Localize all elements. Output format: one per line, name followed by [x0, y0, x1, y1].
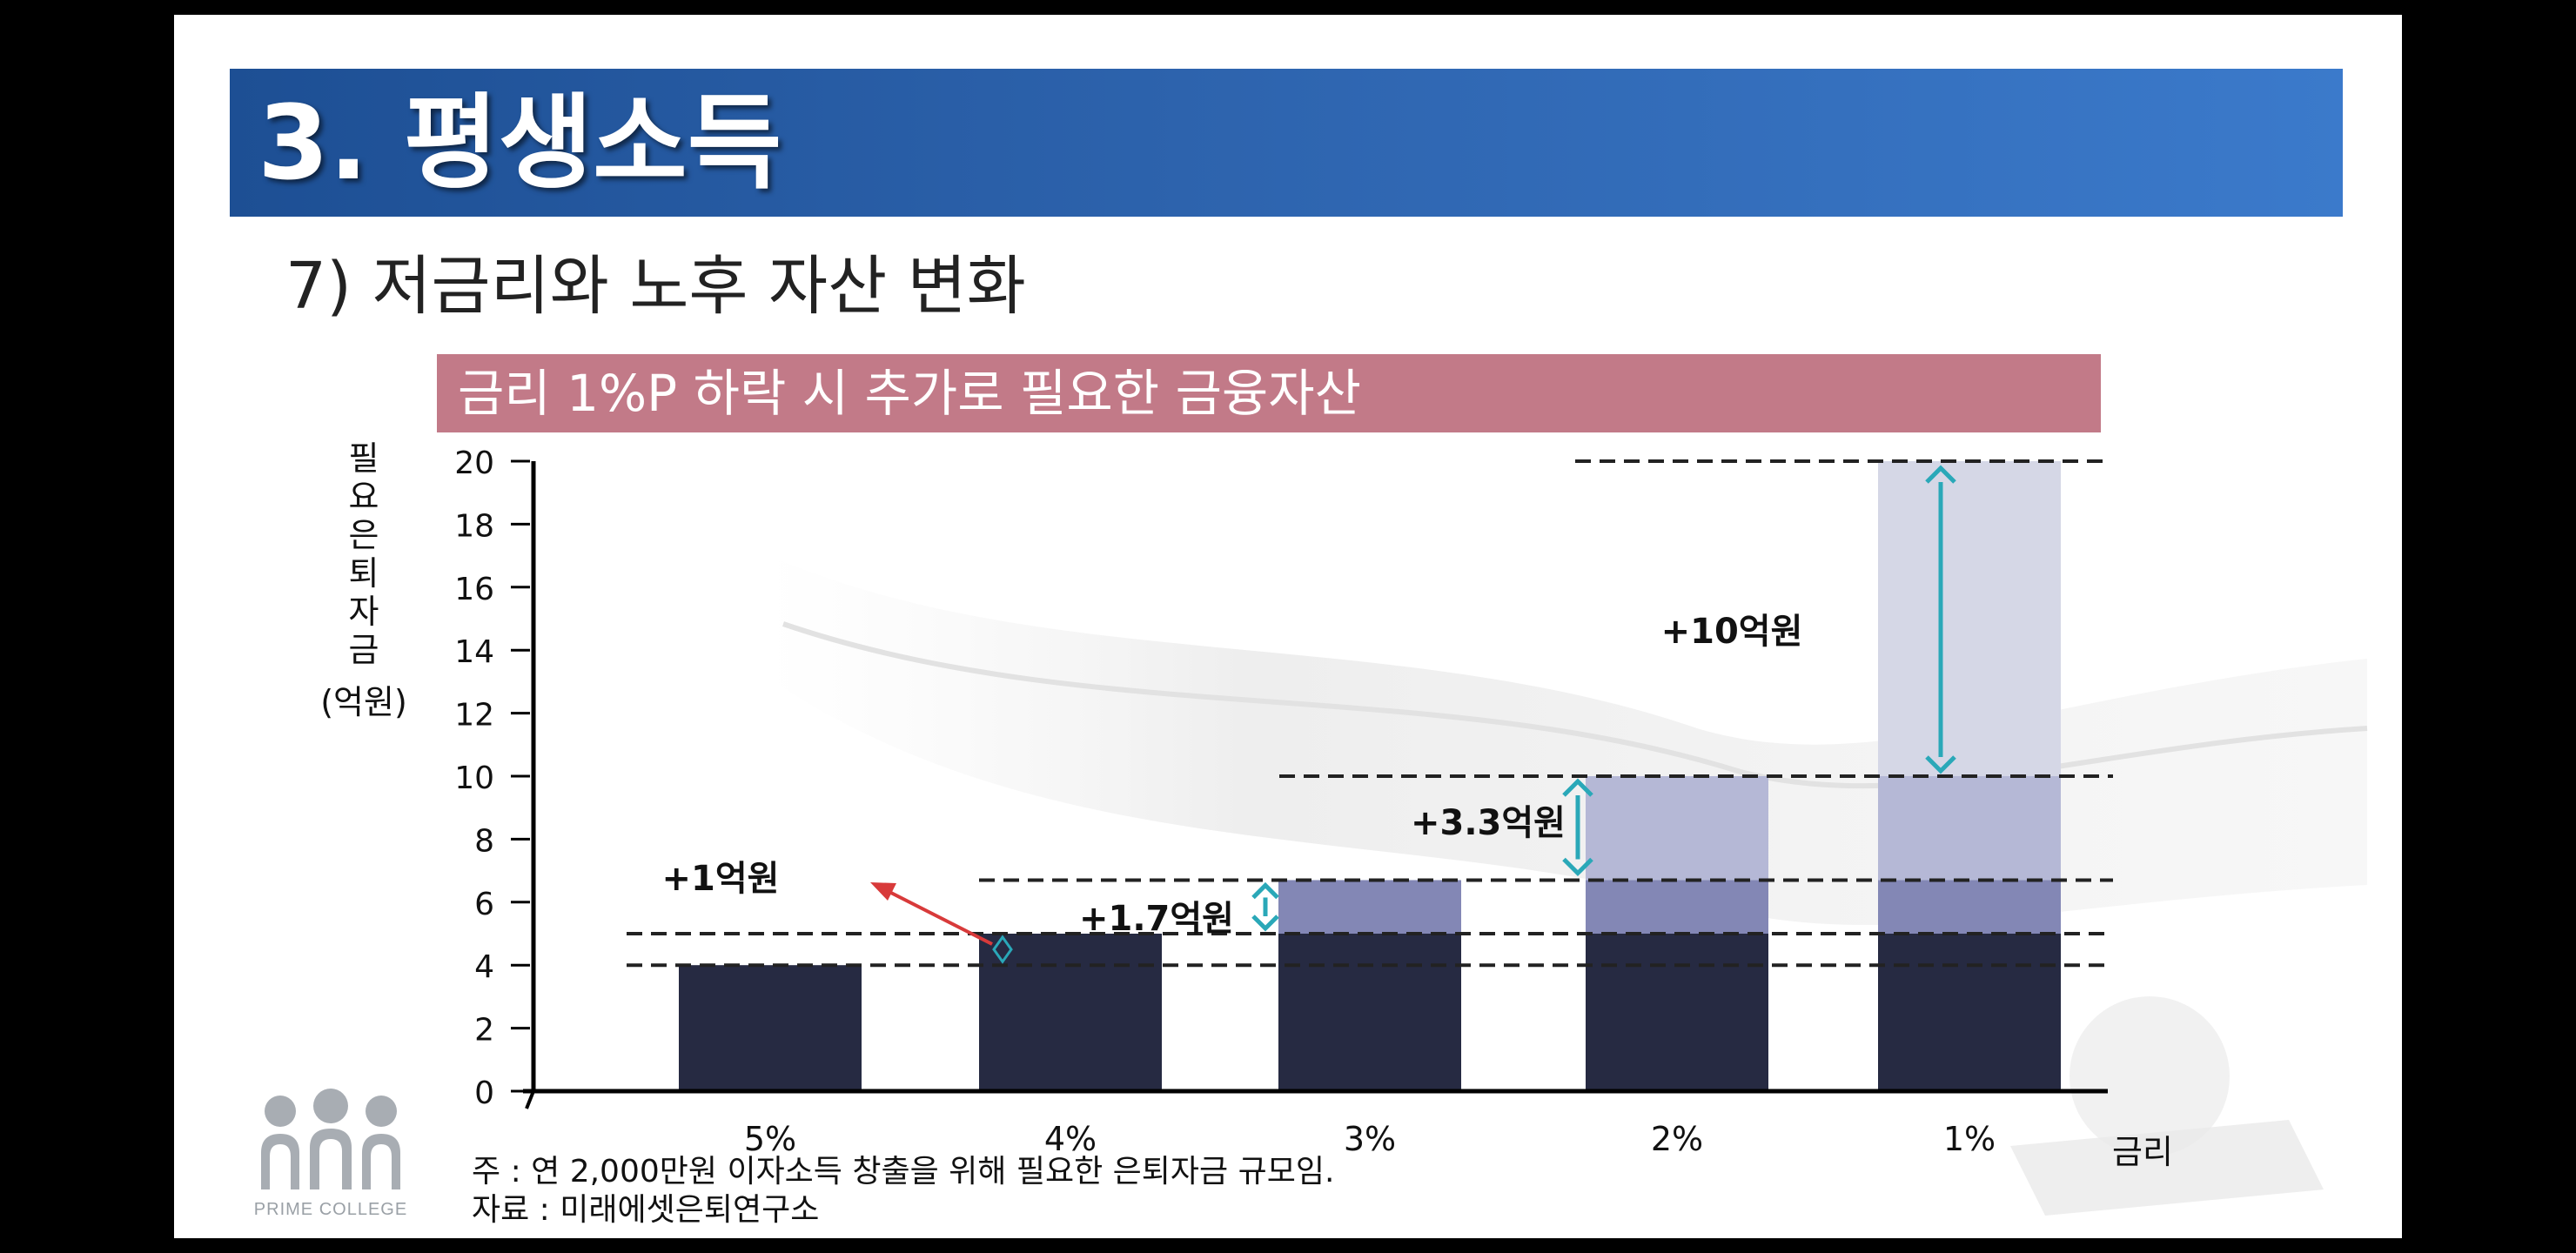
axis-origin-tick [525, 1090, 535, 1109]
pointer-line [880, 886, 993, 946]
section-subtitle: 7) 저금리와 노후 자산 변화 [285, 249, 1026, 324]
y-tick-label: 18 [454, 508, 494, 544]
page-title: 3. 평생소득 [258, 83, 782, 203]
header-bar: 3. 평생소득 [230, 69, 2343, 217]
diamond-marker [992, 935, 1013, 964]
y-tick-label: 0 [474, 1075, 494, 1111]
logo-text: PRIME COLLEGE [253, 1200, 408, 1219]
annotation-label: +10억원 [1661, 612, 1803, 652]
y-tick-label: 12 [454, 698, 494, 734]
y-axis-label-char: 금 [349, 631, 379, 669]
x-tick-label: 2% [1651, 1120, 1703, 1158]
annotation-label: +1.7억원 [1079, 899, 1234, 939]
bar-1%-seg3 [1878, 461, 2061, 776]
y-tick-label: 20 [454, 446, 494, 481]
bar-1%-seg0 [1878, 934, 2061, 1091]
bar-2%-seg1 [1586, 880, 1768, 934]
arrow-head-top [1562, 778, 1593, 797]
chart-note: 주 : 연 2,000만원 이자소득 창출을 위해 필요한 은퇴자금 규모임. [472, 1154, 1335, 1189]
logo-mark-icon [261, 1089, 400, 1189]
y-tick-label: 4 [474, 949, 494, 985]
increase-arrow-10 [1925, 465, 1956, 774]
arrow-head-top [1925, 465, 1956, 484]
pointer-head [870, 882, 896, 901]
arrow-head-bottom [1562, 857, 1593, 876]
bar-chart: 5% 4% 3% 2% 1%02468101214161820필요은퇴자금(억원)금리 … [320, 439, 2368, 1216]
x-tick-label: 4% [1044, 1120, 1097, 1158]
annotation-label: +1억원 [662, 859, 780, 899]
y-axis-label-char: 요 [349, 478, 379, 516]
x-axis-label: 금리 [2112, 1133, 2173, 1171]
y-tick-label: 8 [474, 823, 494, 859]
arrow-head-bottom [1251, 915, 1279, 932]
bar-4%-seg0 [979, 934, 1162, 1091]
chart-title-bar: 금리 1%P 하락 시 추가로 필요한 금융자산 [437, 354, 2101, 432]
y-axis-label-char: 자 [349, 593, 379, 631]
arrow-head-bottom [1925, 755, 1956, 774]
y-tick-label: 10 [454, 761, 494, 796]
y-tick-label: 14 [454, 634, 494, 670]
slide: 3. 평생소득 7) 저금리와 노후 자산 변화 금리 1%P 하락 시 추가로… [174, 15, 2402, 1238]
increase-marker-1 [992, 935, 1013, 964]
bar-1%-seg2 [1878, 776, 2061, 881]
background-swoosh [766, 554, 2368, 1216]
arrow-head-top [1251, 881, 1279, 900]
y-axis-label-char: 필 [349, 439, 379, 478]
increase-arrow-1.7 [1251, 881, 1279, 932]
bar-3%-seg0 [1278, 934, 1461, 1091]
bar-3%-seg1 [1278, 880, 1461, 934]
pointer-arrow [870, 882, 993, 946]
y-tick-label: 2 [474, 1013, 494, 1049]
logo: PRIME COLLEGE [244, 1085, 418, 1224]
x-tick-label: 5% [744, 1120, 796, 1158]
y-tick-label: 6 [474, 887, 494, 922]
bar-5%-seg0 [679, 965, 862, 1091]
y-axis-label-char: 퇴 [349, 554, 379, 593]
bar-2%-seg0 [1586, 934, 1768, 1091]
chart-source: 자료 : 미래에셋은퇴연구소 [472, 1192, 820, 1228]
y-axis-unit-label: (억원) [320, 683, 407, 721]
x-tick-label: 3% [1344, 1120, 1396, 1158]
y-axis-label-char: 은 [349, 516, 379, 554]
bar-2%-seg2 [1586, 776, 1768, 881]
x-tick-label: 1% [1943, 1120, 1996, 1158]
increase-arrow-3.3 [1562, 778, 1593, 876]
chart-title: 금리 1%P 하락 시 추가로 필요한 금융자산 [458, 364, 1362, 423]
bar-1%-seg1 [1878, 880, 2061, 934]
annotation-label: +3.3억원 [1411, 803, 1566, 843]
y-tick-label: 16 [454, 572, 494, 607]
